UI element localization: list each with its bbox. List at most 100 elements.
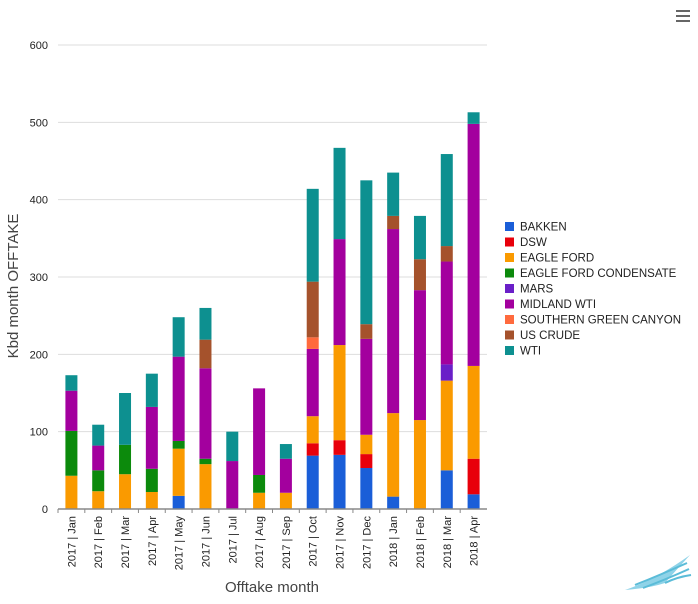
bar-segment-us-crude [440, 246, 453, 262]
bar-segment-wti [306, 188, 319, 282]
bar-segment-bakken [387, 496, 400, 509]
legend-swatch [505, 315, 514, 324]
x-tick-label: 2017 | Feb [93, 516, 105, 568]
bar-segment-midland-wti [65, 390, 78, 431]
bar-segment-wti [226, 431, 239, 462]
bar-segment-wti [65, 375, 78, 391]
x-tick-label: 2017 | Nov [335, 516, 347, 570]
legend-label: WTI [520, 346, 541, 358]
legend-swatch [505, 253, 514, 262]
bar-segment-eagle-ford [119, 474, 132, 509]
bar-segment-midland-wti [333, 239, 346, 346]
legend-swatch [505, 268, 514, 278]
x-tick-label: 2017 | Mar [120, 516, 132, 569]
bar-segment-eagle-ford [333, 345, 346, 441]
bar-segment-eagle-ford [440, 380, 453, 471]
bar-segment-eagle-ford [199, 464, 212, 509]
bar-segment-eagle-ford [172, 448, 185, 496]
bar-segment-dsw [360, 454, 373, 469]
bar-segment-us-crude [306, 281, 319, 338]
bar-segment-wti [199, 307, 212, 340]
y-tick-label: 600 [30, 40, 48, 52]
bar-segment-mars [440, 364, 453, 381]
legend-label: MARS [520, 284, 554, 296]
bar-segment-midland-wti [360, 338, 373, 435]
bar-segment-midland-wti [172, 356, 185, 441]
bar-segment-us-crude [413, 259, 426, 291]
bar-segment-midland-wti [467, 123, 480, 366]
bar-segment-midland-wti [413, 290, 426, 421]
bar-segment-midland-wti [253, 388, 266, 475]
bar-segment-eagle-ford-condensate [65, 430, 78, 476]
bar-segment-wti [440, 154, 453, 247]
y-tick-label: 200 [30, 349, 48, 361]
logo-icon [625, 555, 692, 590]
bar-segment-eagle-ford [467, 365, 480, 459]
legend-swatch [505, 346, 514, 355]
x-tick-label: 2018 | Mar [442, 516, 454, 569]
x-tick-label: 2017 | May [174, 516, 186, 571]
bar-segment-midland-wti [387, 229, 400, 414]
legend-label: BAKKEN [520, 222, 567, 234]
bar-segment-eagle-ford-condensate [119, 444, 132, 475]
bar-segment-wti [387, 172, 400, 216]
bar-segment-eagle-ford [253, 492, 266, 509]
chart-menu-button[interactable] [676, 10, 690, 25]
x-tick-label: 2017 | Sep [281, 516, 293, 569]
legend-label: DSW [520, 237, 547, 249]
x-tick-label: 2017 | Jan [66, 516, 78, 567]
bar-segment-southern-green-canyon [306, 337, 319, 349]
bar-segment-midland-wti [279, 458, 292, 493]
bar-segment-eagle-ford [279, 492, 292, 509]
bar-segment-eagle-ford [413, 420, 426, 509]
bar-segment-bakken [333, 454, 346, 509]
bar-segment-eagle-ford [387, 413, 400, 497]
x-tick-label: 2018 | Jan [388, 516, 400, 567]
bar-segment-eagle-ford-condensate [92, 470, 105, 492]
legend-swatch [505, 284, 514, 293]
legend-swatch [505, 222, 514, 231]
bar-segment-eagle-ford [92, 491, 105, 509]
bar-segment-bakken [360, 468, 373, 509]
bar-segment-eagle-ford-condensate [172, 440, 185, 449]
legend-label: EAGLE FORD [520, 253, 594, 265]
y-tick-label: 0 [42, 504, 48, 516]
bar-segment-dsw [467, 458, 480, 495]
legend-label: MIDLAND WTI [520, 299, 596, 311]
x-tick-label: 2017 | Jun [200, 516, 212, 567]
legend-label: US CRUDE [520, 330, 580, 342]
bar-segment-midland-wti [199, 368, 212, 459]
x-tick-label: 2017 | Jul [227, 516, 239, 564]
bar-segment-eagle-ford-condensate [199, 458, 212, 465]
bar-segment-us-crude [360, 324, 373, 339]
bar-segment-midland-wti [440, 261, 453, 365]
bar-segment-wti [413, 215, 426, 260]
bar-segment-eagle-ford [145, 491, 158, 509]
bar-segment-bakken [306, 455, 319, 509]
bar-segment-eagle-ford-condensate [145, 468, 158, 492]
bar-segment-midland-wti [226, 461, 239, 509]
legend-swatch [505, 299, 514, 309]
bar-segment-wti [467, 112, 480, 124]
legend-swatch [505, 330, 514, 340]
bar-segment-dsw [306, 443, 319, 456]
bar-segment-eagle-ford [65, 475, 78, 509]
bar-segment-midland-wti [306, 348, 319, 417]
x-tick-label: 2017 | Dec [361, 516, 373, 570]
bar-segment-us-crude [199, 339, 212, 369]
x-axis-title: Offtake month [225, 579, 319, 596]
legend-swatch [505, 237, 514, 247]
bar-segment-wti [333, 147, 346, 240]
bar-segment-wti [279, 444, 292, 459]
bar-segment-bakken [172, 495, 185, 509]
x-tick-label: 2017 | Apr [147, 516, 159, 566]
bar-segment-bakken [467, 494, 480, 509]
bar-segment-wti [145, 373, 158, 407]
x-tick-label: 2017 | Aug [254, 516, 266, 568]
bar-segment-wti [172, 317, 185, 357]
bar-segment-wti [119, 393, 132, 445]
bar-segment-eagle-ford [360, 434, 373, 455]
bar-segment-eagle-ford [306, 416, 319, 444]
x-tick-label: 2018 | Feb [415, 516, 427, 568]
x-tick-label: 2017 | Oct [308, 516, 320, 567]
